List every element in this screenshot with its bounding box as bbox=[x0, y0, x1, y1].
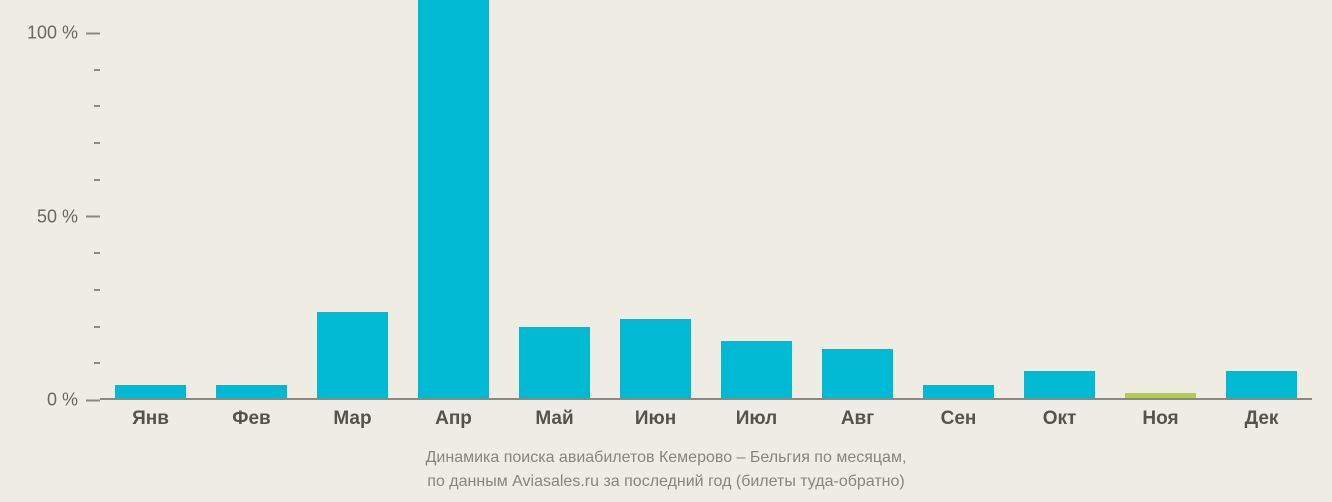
bar-slot bbox=[605, 0, 706, 400]
y-axis: 0 %50 %100 % bbox=[0, 0, 100, 400]
y-tick-mark bbox=[86, 32, 100, 34]
x-axis-label: Дек bbox=[1211, 408, 1312, 430]
bar bbox=[1226, 371, 1297, 400]
bar-slot bbox=[908, 0, 1009, 400]
x-axis-label: Фев bbox=[201, 408, 302, 430]
bar bbox=[418, 0, 489, 400]
y-tick-label: 0 % bbox=[47, 390, 86, 411]
y-tick-major: 100 % bbox=[27, 23, 100, 44]
bar bbox=[317, 312, 388, 400]
x-axis-label: Мар bbox=[302, 408, 403, 430]
bar bbox=[620, 319, 691, 400]
bar-slot bbox=[403, 0, 504, 400]
x-axis-label: Июл bbox=[706, 408, 807, 430]
bar-slot bbox=[1211, 0, 1312, 400]
y-tick-label: 50 % bbox=[37, 206, 86, 227]
bar bbox=[822, 349, 893, 400]
plot-area bbox=[100, 0, 1312, 400]
bar-slot bbox=[1009, 0, 1110, 400]
bar bbox=[519, 327, 590, 400]
bar-slot bbox=[100, 0, 201, 400]
caption-line-1: Динамика поиска авиабилетов Кемерово – Б… bbox=[0, 446, 1332, 470]
x-axis-label: Авг bbox=[807, 408, 908, 430]
y-tick-major: 0 % bbox=[47, 390, 100, 411]
bar-slot bbox=[201, 0, 302, 400]
x-axis-label: Ноя bbox=[1110, 408, 1211, 430]
x-axis-label: Июн bbox=[605, 408, 706, 430]
caption-line-2: по данным Aviasales.ru за последний год … bbox=[0, 470, 1332, 494]
bar bbox=[721, 341, 792, 400]
bar-slot bbox=[807, 0, 908, 400]
bar-slot bbox=[1110, 0, 1211, 400]
y-tick-major: 50 % bbox=[37, 206, 100, 227]
x-axis-label: Окт bbox=[1009, 408, 1110, 430]
x-axis-label: Сен bbox=[908, 408, 1009, 430]
bar bbox=[1024, 371, 1095, 400]
x-axis-label: Апр bbox=[403, 408, 504, 430]
chart-caption: Динамика поиска авиабилетов Кемерово – Б… bbox=[0, 446, 1332, 494]
bar-slot bbox=[302, 0, 403, 400]
x-axis-label: Май bbox=[504, 408, 605, 430]
x-axis-label: Янв bbox=[100, 408, 201, 430]
y-tick-mark bbox=[86, 399, 100, 401]
bar-slot bbox=[504, 0, 605, 400]
y-tick-label: 100 % bbox=[27, 23, 86, 44]
bar-slot bbox=[706, 0, 807, 400]
y-tick-mark bbox=[86, 216, 100, 218]
x-axis-baseline bbox=[100, 398, 1312, 400]
x-axis-labels: ЯнвФевМарАпрМайИюнИюлАвгСенОктНояДек bbox=[100, 408, 1312, 430]
monthly-search-chart: 0 % 50 % 100 % ЯнвФевМарАпрМайИюнИюлАвгСен… bbox=[0, 0, 1332, 502]
bars-container bbox=[100, 0, 1312, 400]
